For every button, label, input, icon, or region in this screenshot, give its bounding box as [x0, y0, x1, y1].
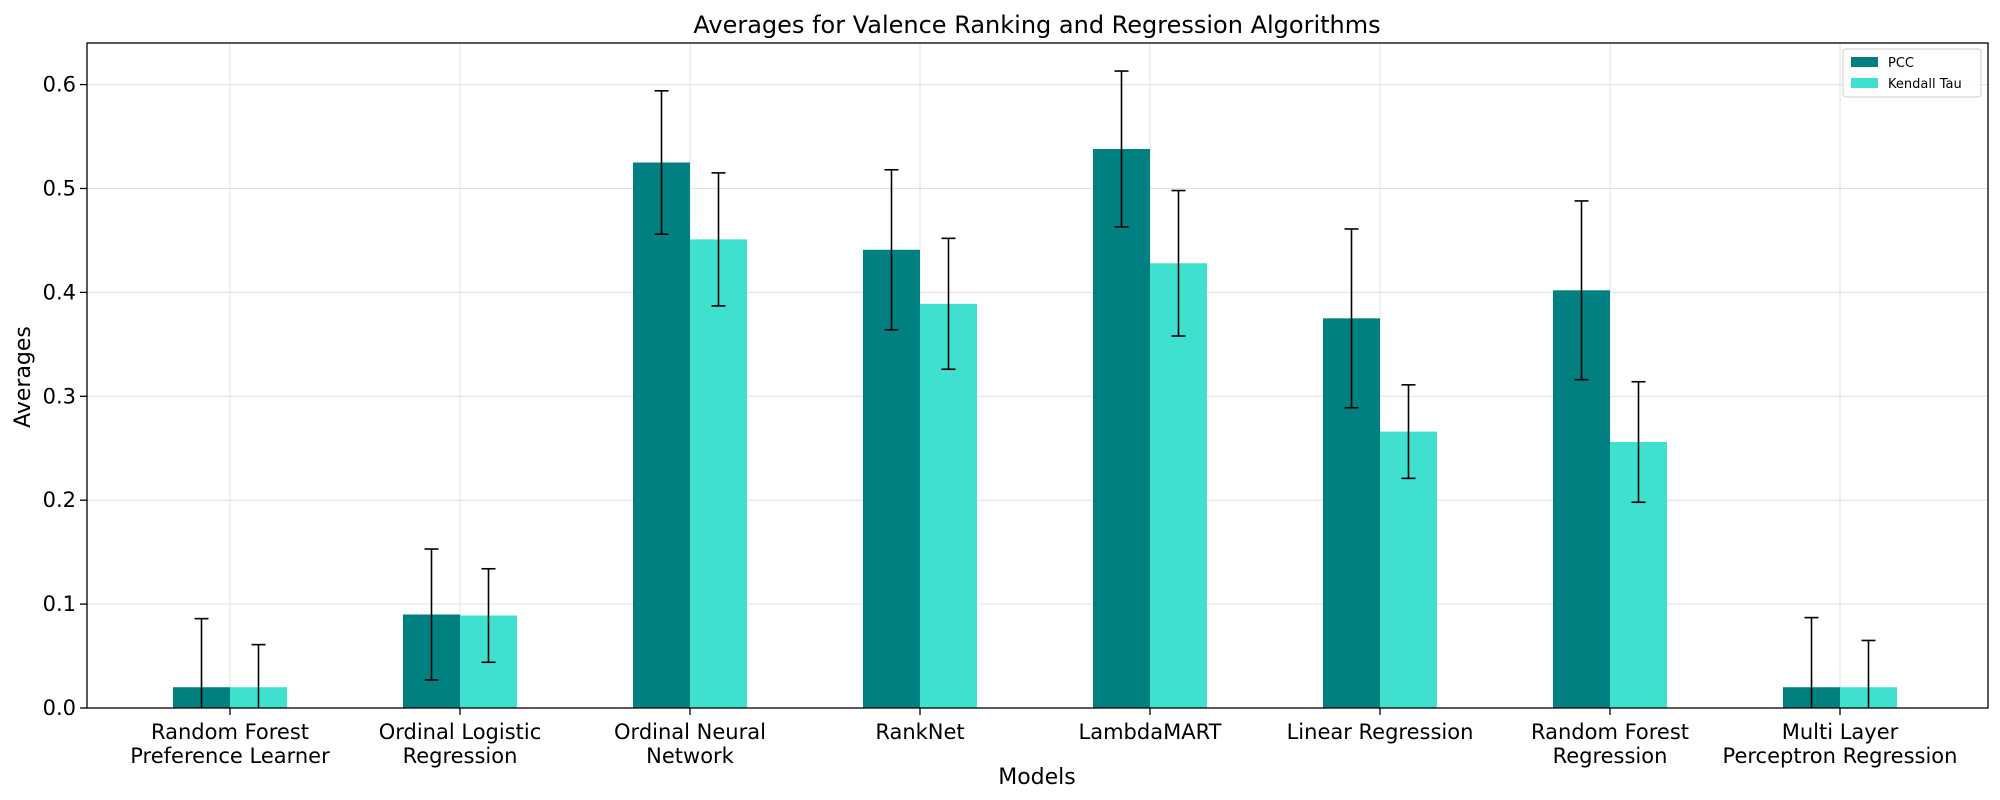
error-bar [1631, 380, 1646, 504]
x-tick-label: LambdaMART [1079, 720, 1222, 744]
y-tick-label: 0.2 [43, 488, 76, 512]
legend-label: Kendall Tau [1888, 77, 1962, 92]
error-bar [1171, 189, 1186, 337]
bar-pcc [633, 162, 690, 708]
error-bar [884, 168, 899, 331]
y-tick-label: 0.6 [43, 73, 76, 97]
error-bar [1574, 200, 1589, 381]
x-tick-label: Random Forest Regression [1531, 720, 1689, 768]
error-bar [1804, 616, 1819, 708]
error-bar [424, 548, 439, 681]
y-tick-label: 0.5 [43, 176, 76, 200]
legend-swatch [1851, 78, 1878, 88]
y-tick-label: 0.1 [43, 592, 76, 616]
error-bar [481, 567, 496, 664]
error-bar [941, 237, 956, 371]
error-bar [711, 172, 726, 307]
error-bar [251, 643, 266, 708]
plot-frame [86, 42, 1989, 709]
legend: PCC Kendall Tau [1842, 48, 1982, 98]
error-bars [194, 70, 1876, 708]
error-bar [194, 617, 209, 708]
x-tick-label: Ordinal Neural Network [614, 720, 766, 768]
x-axis-title: Models [998, 765, 1076, 790]
legend-label: PCC [1888, 56, 1914, 71]
x-tick-label: Linear Regression [1287, 720, 1474, 744]
error-bar [1401, 384, 1416, 480]
error-bar [654, 89, 669, 235]
y-axis-title: Averages [11, 326, 36, 428]
error-bar [1861, 639, 1876, 708]
x-tick-label: RankNet [875, 720, 964, 744]
grid-lines [87, 43, 1988, 709]
legend-swatch [1851, 57, 1878, 67]
x-tick-label: Ordinal Logistic Regression [379, 720, 542, 768]
bar-kendall-tau [690, 239, 747, 708]
x-tick-label: Random Forest Preference Learner [130, 720, 330, 768]
x-axis-tick-labels: Random Forest Preference Learner Ordinal L… [130, 708, 1957, 768]
chart-title: Averages for Valence Ranking and Regress… [693, 11, 1380, 39]
bar-pcc [1093, 148, 1150, 708]
bars [173, 148, 1897, 708]
y-tick-label: 0.4 [43, 280, 76, 304]
error-bar [1344, 228, 1359, 409]
bar-kendall-tau [920, 303, 977, 708]
x-tick-label: Multi Layer Perceptron Regression [1723, 720, 1958, 768]
y-axis-ticks: 0.0 0.1 0.2 0.3 0.4 0.5 0.6 [43, 73, 87, 720]
y-tick-label: 0.3 [43, 384, 76, 408]
error-bar [1114, 70, 1129, 228]
y-tick-label: 0.0 [43, 696, 76, 720]
bar-kendall-tau [1150, 263, 1207, 708]
